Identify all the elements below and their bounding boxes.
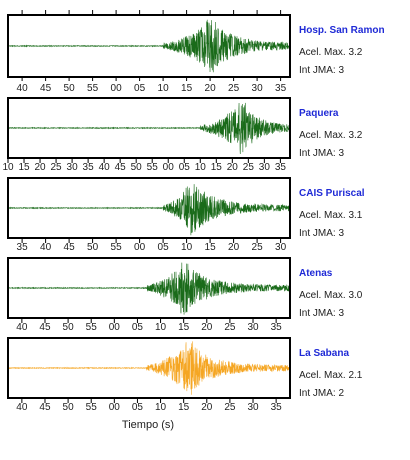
x-tick-label: 55 [111, 242, 123, 253]
panel-frame [7, 257, 291, 319]
x-tick-label: 30 [259, 162, 271, 173]
x-tick-label: 10 [155, 322, 167, 333]
x-tick-label: 25 [228, 83, 240, 94]
x-tick-label: 20 [227, 162, 239, 173]
x-tick-label: 35 [17, 242, 29, 253]
x-tick-label: 55 [87, 83, 99, 94]
panel-frame [7, 177, 291, 239]
x-tick-label: 30 [247, 322, 259, 333]
panel-frame [7, 97, 291, 159]
waveform-trace [7, 341, 291, 395]
x-tick-label: 55 [86, 402, 98, 413]
x-tick-label: 30 [252, 83, 264, 94]
x-axis-title: Tiempo (s) [122, 419, 174, 431]
station-panel: 40 45 50 55 00 05 10 15 20 25 30 35 La Sabana Acel. M… [7, 337, 363, 413]
station-panel: 10 15 20 25 30 35 40 45 50 55 00 05 10 15 20 25 30 35 Paqu… [2, 97, 363, 173]
x-tick-label: 05 [158, 242, 170, 253]
x-tick-label: 25 [224, 322, 236, 333]
x-tick-label: 35 [275, 83, 287, 94]
x-tick-label: 45 [39, 322, 51, 333]
x-tick-label: 50 [87, 242, 99, 253]
x-tick-label: 15 [178, 322, 190, 333]
panel-frame [7, 337, 291, 399]
x-tick-label: 00 [163, 162, 175, 173]
x-tick-label: 20 [228, 242, 240, 253]
x-tick-label: 10 [181, 242, 193, 253]
x-tick-label: 45 [40, 83, 52, 94]
waveform-trace [7, 19, 291, 73]
x-tick-label: 15 [205, 242, 217, 253]
x-tick-label: 10 [195, 162, 207, 173]
x-tick-label: 20 [34, 162, 46, 173]
x-tick-label: 25 [252, 242, 264, 253]
waveform-trace [7, 184, 291, 236]
x-tick-label: 25 [51, 162, 63, 173]
x-tick-label: 25 [243, 162, 255, 173]
x-tick-label: 20 [201, 322, 213, 333]
station-name: CAIS Puriscal [299, 188, 365, 199]
x-tick-label: 15 [211, 162, 223, 173]
panel-frame [7, 14, 291, 78]
x-tick-label: 35 [271, 322, 283, 333]
max-acceleration: Acel. Max. 3.2 [299, 130, 363, 141]
x-tick-label: 50 [63, 402, 75, 413]
station-panel: 40 45 50 55 00 05 10 15 20 25 30 35 Atenas Acel. Max.… [7, 257, 363, 333]
x-tick-label: 35 [275, 162, 287, 173]
station-name: Hosp. San Ramon [299, 25, 385, 36]
x-tick-label: 50 [63, 322, 75, 333]
jma-intensity: Int JMA: 3 [299, 148, 344, 159]
jma-intensity: Int JMA: 2 [299, 388, 344, 399]
x-tick-label: 40 [99, 162, 111, 173]
x-tick-label: 30 [67, 162, 79, 173]
jma-intensity: Int JMA: 3 [299, 65, 344, 76]
max-acceleration: Acel. Max. 3.1 [299, 210, 363, 221]
x-tick-label: 15 [178, 402, 190, 413]
max-acceleration: Acel. Max. 3.0 [299, 290, 363, 301]
x-tick-label: 15 [181, 83, 193, 94]
jma-intensity: Int JMA: 3 [299, 228, 344, 239]
jma-intensity: Int JMA: 3 [299, 308, 344, 319]
x-tick-label: 45 [64, 242, 76, 253]
x-tick-label: 50 [131, 162, 143, 173]
x-tick-label: 00 [109, 322, 121, 333]
x-tick-label: 30 [247, 402, 259, 413]
max-acceleration: Acel. Max. 2.1 [299, 370, 363, 381]
x-tick-label: 30 [275, 242, 287, 253]
x-tick-label: 00 [109, 402, 121, 413]
x-tick-label: 40 [40, 242, 52, 253]
x-tick-label: 05 [132, 322, 144, 333]
x-tick-label: 10 [158, 83, 170, 94]
max-acceleration: Acel. Max. 3.2 [299, 47, 363, 58]
x-tick-label: 05 [179, 162, 191, 173]
x-tick-label: 05 [134, 83, 146, 94]
x-tick-label: 45 [39, 402, 51, 413]
x-tick-label: 50 [64, 83, 76, 94]
x-tick-label: 40 [16, 322, 28, 333]
x-tick-label: 20 [201, 402, 213, 413]
station-name: Paquera [299, 108, 339, 119]
x-tick-label: 35 [271, 402, 283, 413]
x-tick-label: 55 [147, 162, 159, 173]
x-tick-label: 05 [132, 402, 144, 413]
x-tick-label: 40 [17, 83, 29, 94]
x-tick-label: 20 [205, 83, 217, 94]
station-name: La Sabana [299, 348, 349, 359]
x-tick-label: 40 [16, 402, 28, 413]
x-tick-label: 25 [224, 402, 236, 413]
x-tick-label: 35 [83, 162, 95, 173]
station-panel: 35 40 45 50 55 00 05 10 15 20 25 30 CAIS Puriscal Ace… [7, 177, 365, 253]
station-panel: 40 45 50 55 00 05 10 15 20 25 30 35 Hosp. San Ramon A… [7, 10, 385, 94]
x-tick-label: 10 [2, 162, 14, 173]
x-tick-label: 45 [115, 162, 127, 173]
waveform-trace [7, 102, 291, 154]
station-name: Atenas [299, 268, 333, 279]
x-tick-label: 10 [155, 402, 167, 413]
x-tick-label: 00 [111, 83, 123, 94]
seismogram-panels: 40 45 50 55 00 05 10 15 20 25 30 35 Hosp. San Ramon A… [2, 10, 385, 413]
x-tick-label: 55 [86, 322, 98, 333]
x-tick-label: 00 [134, 242, 146, 253]
x-tick-label: 15 [18, 162, 30, 173]
waveform-trace [7, 262, 291, 315]
